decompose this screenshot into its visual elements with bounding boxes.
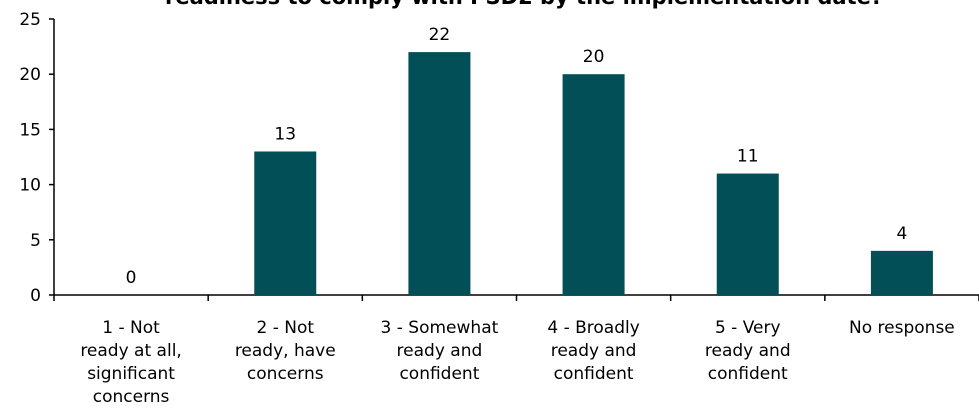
category-label-line: confident — [554, 364, 634, 384]
category-label-line: significant — [87, 364, 175, 384]
category-label: 5 - Very ready and confident — [705, 318, 791, 384]
category-label-line: 3 - Somewhat — [381, 318, 499, 338]
data-label: 4 — [897, 224, 908, 244]
plot-area: 0 5 10 15 20 25 0 1 - Not ready at all, significa… — [19, 10, 979, 407]
y-tick-label: 20 — [19, 65, 41, 85]
category-label-line: 2 - Not — [256, 318, 314, 338]
category-label-line: ready and — [551, 341, 637, 361]
data-label: 20 — [583, 47, 605, 67]
data-label: 0 — [126, 268, 137, 288]
category-label-line: 5 - Very — [715, 318, 781, 338]
category-label-line: ready, have — [235, 341, 336, 361]
bar — [254, 151, 317, 295]
category-label: No response — [849, 318, 955, 338]
y-tick-label: 25 — [19, 10, 41, 30]
category-label-line: concerns — [247, 364, 324, 384]
bar — [870, 250, 933, 295]
y-tick-label: 15 — [19, 120, 41, 140]
category-label-line: confident — [708, 364, 788, 384]
y-tick-label: 0 — [30, 286, 41, 306]
y-tick-label: 10 — [19, 176, 41, 196]
category-label-line: No response — [849, 318, 955, 338]
category-label: 4 - Broadly ready and confident — [547, 318, 639, 384]
category-label-line: confident — [399, 364, 479, 384]
category-label-line: concerns — [93, 387, 170, 407]
data-label: 11 — [737, 147, 759, 167]
category-label: 3 - Somewhat ready and confident — [381, 318, 499, 384]
y-tick-label: 5 — [30, 231, 41, 251]
category-label-line: ready and — [397, 341, 483, 361]
data-label: 22 — [429, 25, 451, 45]
category-label-line: ready at all, — [80, 341, 182, 361]
chart-title: readiness to comply with PSD2 by the imp… — [165, 0, 883, 9]
category-label-line: 4 - Broadly — [547, 318, 639, 338]
bar — [408, 52, 471, 296]
category-label-line: ready and — [705, 341, 791, 361]
bar — [716, 173, 779, 295]
category-label: 2 - Not ready, have concerns — [235, 318, 336, 384]
data-label: 13 — [274, 124, 296, 144]
bar — [562, 74, 625, 295]
category-label-line: 1 - Not — [102, 318, 160, 338]
category-label: 1 - Not ready at all, significant concerns — [80, 318, 182, 407]
